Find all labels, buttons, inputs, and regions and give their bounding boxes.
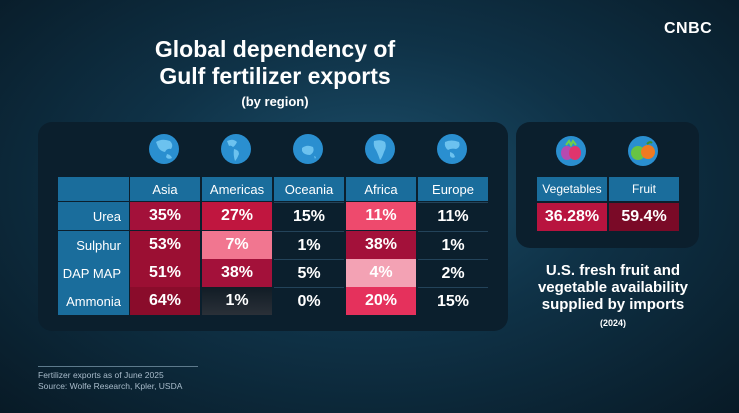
column-header-africa: Africa bbox=[346, 177, 416, 201]
cell-dap-map-africa: 4% bbox=[346, 259, 416, 287]
cell-dap-map-europe: 2% bbox=[418, 259, 488, 287]
cell-ammonia-asia: 64% bbox=[130, 287, 200, 315]
row-label-ammonia: Ammonia bbox=[58, 287, 129, 315]
column-header-asia: Asia bbox=[130, 177, 200, 201]
africa-globe-icon bbox=[365, 134, 395, 164]
fruit-icon bbox=[628, 136, 658, 166]
cell-dap-map-asia: 51% bbox=[130, 259, 200, 287]
column-header-fruit: Fruit bbox=[609, 177, 679, 201]
cell-sulphur-africa: 38% bbox=[346, 231, 416, 259]
imports-title-line-1: U.S. fresh fruit and bbox=[545, 262, 681, 279]
chart-title: Global dependency of Gulf fertilizer exp… bbox=[100, 36, 450, 90]
column-header-americas: Americas bbox=[202, 177, 272, 201]
cnbc-logo: CNBC bbox=[664, 20, 713, 37]
row-label-urea: Urea bbox=[58, 202, 129, 230]
cell-sulphur-europe: 1% bbox=[418, 231, 488, 259]
footnote-source: Source: Wolfe Research, Kpler, USDA bbox=[38, 381, 183, 391]
cell-urea-americas: 27% bbox=[202, 202, 272, 230]
footnote-divider bbox=[38, 366, 198, 367]
cell-ammonia-oceania: 0% bbox=[274, 287, 344, 315]
vegetables-icon bbox=[556, 136, 586, 166]
cell-urea-oceania: 15% bbox=[274, 202, 344, 230]
cell-sulphur-asia: 53% bbox=[130, 231, 200, 259]
cell-dap-map-americas: 38% bbox=[202, 259, 272, 287]
americas-globe-icon bbox=[221, 134, 251, 164]
row-label-sulphur: Sulphur bbox=[58, 231, 129, 259]
cell-vegetables-value: 36.28% bbox=[537, 203, 607, 231]
cell-dap-map-oceania: 5% bbox=[274, 259, 344, 287]
chart-subtitle: (by region) bbox=[241, 94, 309, 109]
cell-ammonia-americas: 1% bbox=[202, 287, 272, 315]
row-label-dap-map: DAP MAP bbox=[58, 259, 129, 287]
imports-title: U.S. fresh fruit and vegetable availabil… bbox=[518, 262, 708, 313]
column-header-vegetables: Vegetables bbox=[537, 177, 607, 201]
cell-ammonia-europe: 15% bbox=[418, 287, 488, 315]
cell-urea-africa: 11% bbox=[346, 202, 416, 230]
chart-title-line-2: Gulf fertilizer exports bbox=[159, 63, 391, 89]
cell-urea-europe: 11% bbox=[418, 202, 488, 230]
imports-title-line-2: vegetable availability bbox=[537, 279, 689, 296]
footnote-date: Fertilizer exports as of June 2025 bbox=[38, 370, 164, 380]
table-corner bbox=[58, 177, 129, 201]
cell-urea-asia: 35% bbox=[130, 202, 200, 230]
asia-globe-icon bbox=[149, 134, 179, 164]
oceania-globe-icon bbox=[293, 134, 323, 164]
cell-sulphur-oceania: 1% bbox=[274, 231, 344, 259]
cell-ammonia-africa: 20% bbox=[346, 287, 416, 315]
column-header-europe: Europe bbox=[418, 177, 488, 201]
cell-sulphur-americas: 7% bbox=[202, 231, 272, 259]
chart-title-line-1: Global dependency of bbox=[154, 36, 396, 62]
europe-globe-icon bbox=[437, 134, 467, 164]
cell-fruit-value: 59.4% bbox=[609, 203, 679, 231]
imports-title-line-3: supplied by imports bbox=[541, 296, 685, 313]
column-header-oceania: Oceania bbox=[274, 177, 344, 201]
imports-subtitle: (2024) bbox=[599, 318, 626, 328]
